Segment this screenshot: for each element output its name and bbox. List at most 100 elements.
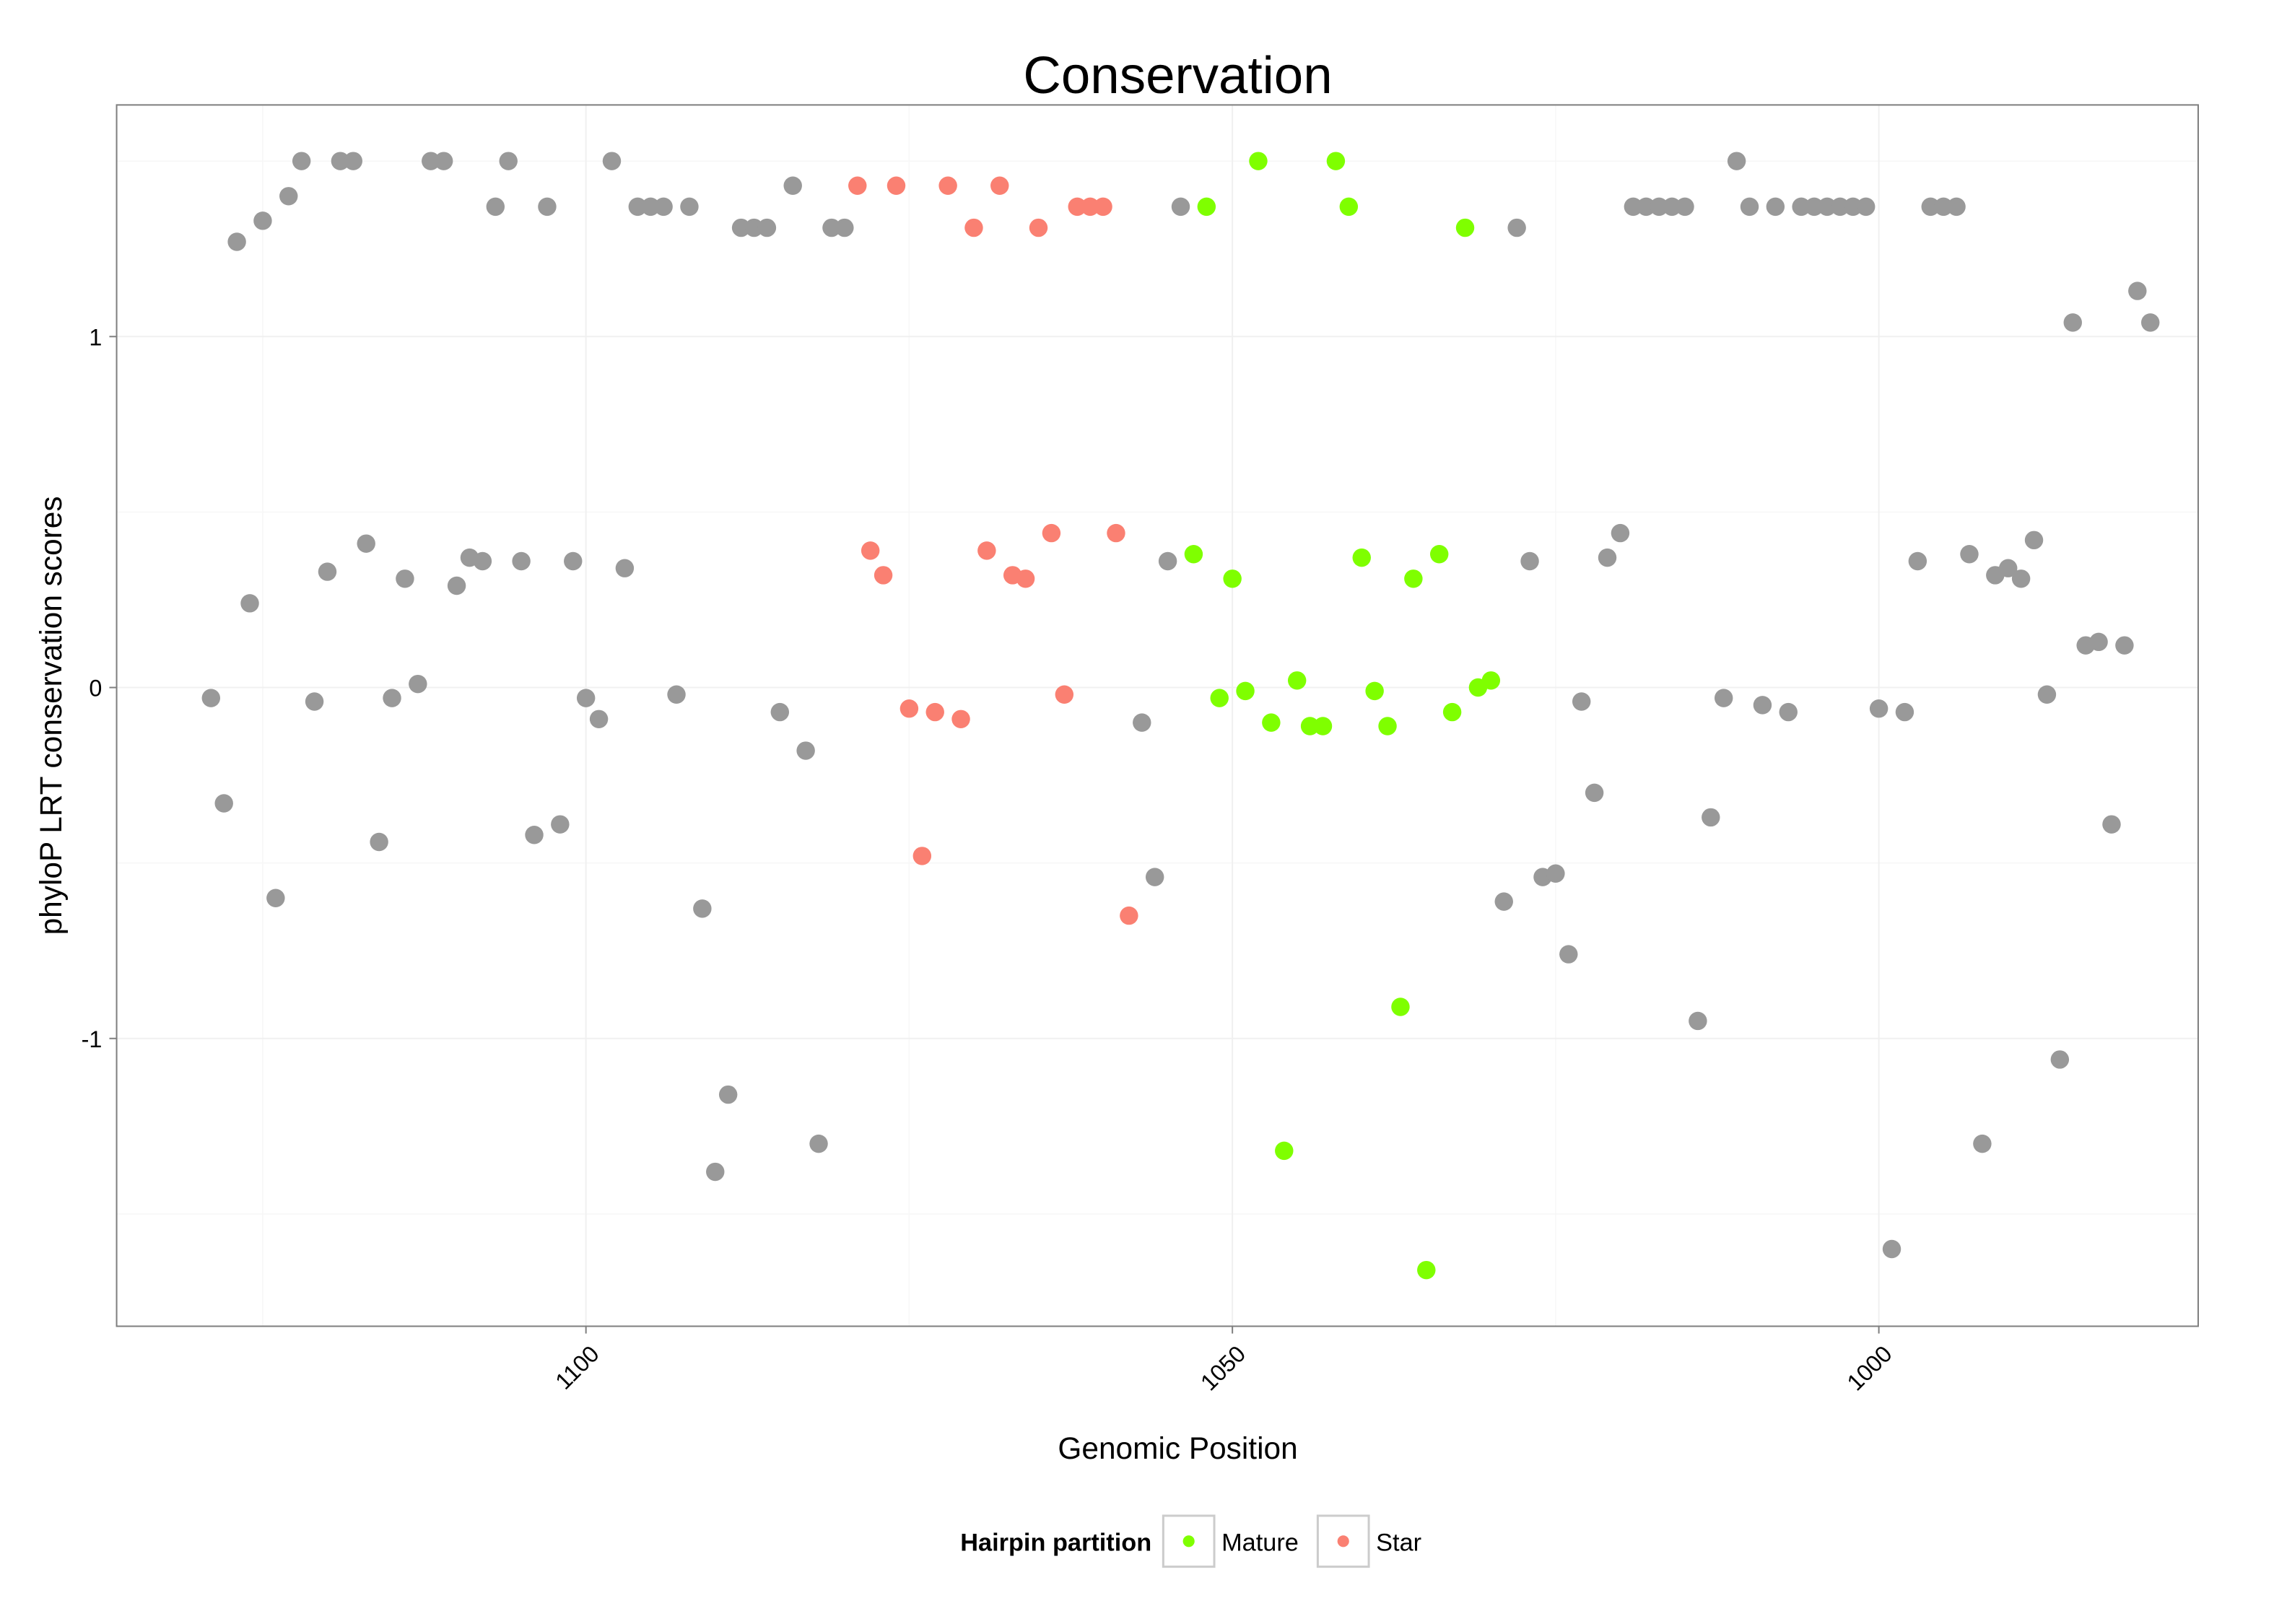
- points: [201, 152, 2160, 1280]
- data-point-other: [744, 218, 764, 237]
- data-point-other: [835, 218, 854, 237]
- legend-marker-star: [1337, 1535, 1349, 1547]
- data-point-mature: [1197, 197, 1216, 217]
- data-point-other: [1494, 892, 1513, 911]
- data-point-mature: [1236, 681, 1255, 701]
- data-point-other: [589, 710, 609, 729]
- y-tick-label: 0: [89, 676, 102, 702]
- data-point-other: [1171, 197, 1190, 217]
- data-point-other: [1831, 197, 1850, 217]
- data-point-mature: [1249, 152, 1268, 170]
- data-point-mature: [1442, 702, 1462, 722]
- data-point-mature: [1223, 569, 1242, 588]
- data-point-star: [1055, 685, 1074, 704]
- data-point-other: [279, 187, 298, 206]
- data-point-mature: [1455, 218, 1475, 237]
- data-point-other: [1650, 197, 1668, 217]
- x-axis-label: Genomic Position: [1058, 1431, 1297, 1465]
- data-point-other: [783, 176, 802, 195]
- data-point-other: [538, 197, 557, 217]
- data-point-other: [1133, 713, 1151, 732]
- data-point-other: [706, 1162, 725, 1182]
- data-point-mature: [1275, 1141, 1294, 1161]
- data-point-other: [1844, 197, 1863, 217]
- data-point-other: [1572, 692, 1591, 711]
- data-point-other: [2063, 313, 2082, 332]
- data-point-mature: [1300, 717, 1320, 735]
- data-point-mature: [1184, 545, 1203, 564]
- data-point-mature: [1378, 717, 1397, 735]
- data-point-star: [912, 847, 932, 865]
- data-point-other: [2037, 685, 2057, 704]
- data-point-star: [886, 176, 906, 195]
- data-point-other: [318, 562, 337, 581]
- data-point-star: [899, 699, 919, 718]
- data-point-other: [1145, 868, 1164, 886]
- data-point-other: [409, 674, 427, 694]
- legend-marker-mature: [1182, 1535, 1195, 1547]
- data-point-mature: [1326, 152, 1346, 170]
- data-point-other: [2050, 1050, 2070, 1069]
- data-point-other: [253, 211, 272, 230]
- data-point-other: [628, 197, 648, 217]
- data-point-other: [370, 832, 388, 852]
- data-point-other: [757, 218, 777, 237]
- data-point-other: [770, 702, 790, 722]
- data-point-other: [1895, 702, 1914, 722]
- data-point-other: [1921, 197, 1940, 217]
- data-point-other: [1546, 864, 1565, 883]
- data-point-other: [1559, 945, 1578, 964]
- data-point-other: [1869, 699, 1889, 718]
- data-point-other: [1689, 1011, 1707, 1031]
- data-point-other: [344, 152, 363, 170]
- data-point-other: [292, 152, 311, 170]
- data-point-mature: [1429, 545, 1449, 564]
- grid: [109, 105, 2198, 1334]
- data-point-other: [1585, 783, 1604, 803]
- data-point-other: [473, 551, 492, 571]
- y-tick-label: -1: [82, 1026, 103, 1052]
- data-point-other: [305, 692, 324, 711]
- data-point-other: [1702, 808, 1720, 827]
- data-point-star: [1068, 197, 1086, 217]
- data-point-other: [615, 559, 635, 577]
- legend-label-mature: Mature: [1221, 1529, 1299, 1556]
- data-point-star: [925, 702, 944, 722]
- legend-title: Hairpin partition: [960, 1529, 1151, 1556]
- data-point-other: [1960, 545, 1979, 564]
- data-point-mature: [1313, 717, 1333, 735]
- data-point-other: [201, 689, 221, 707]
- data-point-other: [1973, 1134, 1992, 1153]
- data-point-other: [1598, 548, 1617, 567]
- data-point-mature: [1365, 681, 1384, 701]
- data-point-other: [809, 1134, 828, 1153]
- data-point-other: [602, 152, 622, 170]
- data-point-mature: [1210, 689, 1229, 707]
- data-point-star: [1081, 197, 1099, 217]
- data-point-other: [1507, 218, 1526, 237]
- data-point-other: [1947, 197, 1966, 217]
- data-point-other: [1624, 197, 1643, 217]
- data-point-other: [434, 152, 453, 170]
- data-point-star: [1120, 906, 1138, 925]
- data-point-other: [499, 152, 518, 170]
- data-point-other: [1740, 197, 1759, 217]
- data-point-other: [1779, 702, 1798, 722]
- data-point-other: [1934, 197, 1953, 217]
- data-point-other: [2011, 569, 2031, 588]
- chart-title: Conservation: [1023, 46, 1332, 105]
- data-point-other: [512, 551, 531, 571]
- data-point-other: [576, 689, 596, 707]
- data-point-other: [2115, 636, 2134, 655]
- data-point-other: [2140, 313, 2160, 332]
- data-point-other: [1520, 551, 1539, 571]
- data-point-other: [1753, 696, 1772, 715]
- data-point-other: [667, 685, 686, 704]
- data-point-other: [2128, 281, 2147, 300]
- data-point-other: [486, 197, 505, 217]
- data-point-other: [447, 576, 466, 595]
- y-axis: 1 0 -1: [82, 324, 103, 1052]
- data-point-other: [731, 218, 751, 237]
- data-point-other: [564, 551, 583, 571]
